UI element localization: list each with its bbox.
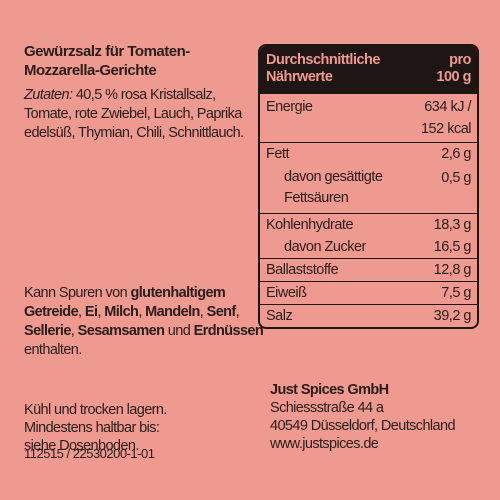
nutrient-value: 39,2 g xyxy=(433,305,472,327)
nutrient-value: 7,5 g xyxy=(441,282,471,304)
ingredients-text: Zutaten: 40,5 % rosa Kristallsalz, Tomat… xyxy=(24,86,264,143)
nutrient-value-line: 7,5 g xyxy=(441,285,471,301)
storage-instructions: Kühl und trocken lagern. Mindestens halt… xyxy=(24,401,264,455)
allergen-name: Ei xyxy=(84,304,98,320)
nutrient-label: Kohlenhydrate xyxy=(266,214,354,236)
nutrition-row: davon gesättigte Fettsäuren 0,5 g xyxy=(260,165,477,213)
ingredients-label: Zutaten: xyxy=(24,87,73,103)
storage-line-3: siehe Dosenboden. xyxy=(24,438,139,454)
nutrient-label-line: davon Zucker xyxy=(284,239,366,255)
allergen-text: Kann Spuren von xyxy=(24,285,131,301)
nutrition-row: Ballaststoffe 12,8 g xyxy=(260,258,477,281)
nutrient-label: Eiweiß xyxy=(266,282,307,304)
nutrient-value-line: 39,2 g xyxy=(433,308,472,324)
nutrient-label-line: Eiweiß xyxy=(266,285,307,301)
allergen-text: und xyxy=(164,323,194,339)
nutrient-label: Ballaststoffe xyxy=(266,259,339,281)
nutrient-label-line: Fett xyxy=(266,146,289,162)
nutrient-label-line: davon gesättigte xyxy=(284,169,383,185)
company-website: www.justspices.de xyxy=(270,436,379,452)
nutrient-label-line: Fettsäuren xyxy=(284,190,349,206)
allergen-name: Senf xyxy=(206,304,237,320)
allergen-name: glutenhaltigem xyxy=(130,285,226,301)
allergen-text: , xyxy=(70,323,78,339)
nutrition-header-title-2: Nährwerte xyxy=(266,69,333,85)
nutrient-value-line: 634 kJ / xyxy=(424,99,471,115)
nutrient-label: davon gesättigte Fettsäuren xyxy=(284,167,383,211)
nutrient-label: Fett xyxy=(266,143,289,165)
nutrition-header-per-1: pro xyxy=(449,52,471,68)
nutrient-label: Energie xyxy=(266,96,313,140)
nutrient-label-line: Kohlenhydrate xyxy=(266,217,354,233)
nutrient-value: 2,6 g xyxy=(441,143,471,165)
nutrient-value-line: 152 kcal xyxy=(420,121,472,137)
allergen-text: , xyxy=(138,304,146,320)
nutrient-label-line: Salz xyxy=(266,308,293,324)
nutrient-value-line: 12,8 g xyxy=(433,262,472,278)
nutrient-value: 634 kJ / 152 kcal xyxy=(420,96,472,140)
product-title-line-1: Gewürzsalz für Tomaten- xyxy=(24,43,190,60)
nutrient-value: 16,5 g xyxy=(433,236,472,258)
nutrition-row: davon Zucker 16,5 g xyxy=(260,236,477,258)
allergen-name: Getreide xyxy=(24,304,79,320)
nutrition-rows: Energie 634 kJ / 152 kcal Fett 2,6 g davon g… xyxy=(260,94,477,327)
company-street: Schiessstraße 44 a xyxy=(270,400,384,416)
nutrient-label-line: Energie xyxy=(266,99,313,115)
nutrition-row: Energie 634 kJ / 152 kcal xyxy=(260,94,477,142)
nutrient-value: 18,3 g xyxy=(433,214,472,236)
ingredients-line-3: edelsüß, Thymian, Chili, Schnittlauch. xyxy=(24,125,244,141)
company-address: Just Spices GmbH Schiessstraße 44 a 4054… xyxy=(270,381,490,453)
nutrition-table: Durchschnittliche Nährwerte pro 100 g En… xyxy=(258,44,479,329)
nutrient-value: 0,5 g xyxy=(441,167,471,211)
storage-line-1: Kühl und trocken lagern. xyxy=(24,402,167,418)
allergen-notice: Kann Spuren von glutenhaltigem Getreide,… xyxy=(24,284,264,360)
product-title-line-2: Mozzarella-Gerichte xyxy=(24,62,157,79)
nutrient-value-line: 18,3 g xyxy=(433,217,472,233)
batch-code: 112515 / 22530200-1-01 xyxy=(24,446,155,461)
allergen-text: , xyxy=(97,304,105,320)
nutrition-row: Salz 39,2 g xyxy=(260,304,477,327)
nutrition-header-per-2: 100 g xyxy=(436,69,471,85)
allergen-name: Milch xyxy=(104,304,139,320)
storage-line-2: Mindestens haltbar bis: xyxy=(24,420,160,436)
nutrient-value-line xyxy=(441,189,471,211)
nutrition-row: Eiweiß 7,5 g xyxy=(260,281,477,304)
nutrition-header-title-1: Durchschnittliche xyxy=(266,52,380,68)
allergen-name: Sesamsamen xyxy=(77,323,165,339)
allergen-name: Erdnüssen xyxy=(193,323,264,339)
company-name: Just Spices GmbH xyxy=(270,382,389,398)
nutrition-row: Fett 2,6 g xyxy=(260,142,477,165)
product-title: Gewürzsalz für Tomaten- Mozzarella-Geric… xyxy=(24,42,264,80)
nutrient-value-line: 16,5 g xyxy=(433,239,472,255)
ingredients-line-2: Tomate, rote Zwiebel, Lauch, Paprika xyxy=(24,106,242,122)
allergen-text: enthalten. xyxy=(24,342,82,358)
allergen-name: Mandeln xyxy=(145,304,200,320)
nutrition-row: Kohlenhydrate 18,3 g xyxy=(260,213,477,236)
allergen-text: , xyxy=(235,304,240,320)
nutrient-label: Salz xyxy=(266,305,293,327)
nutrient-label-line xyxy=(266,118,312,140)
nutrient-value: 12,8 g xyxy=(433,259,472,281)
nutrient-value-line: 0,5 g xyxy=(441,170,471,186)
company-city: 40549 Düsseldorf, Deutschland xyxy=(270,418,456,434)
allergen-text: , xyxy=(78,304,85,320)
nutrient-value-line: 2,6 g xyxy=(441,146,471,162)
allergen-text: , xyxy=(199,304,207,320)
ingredients-line-1: 40,5 % rosa Kristallsalz, xyxy=(72,87,216,103)
nutrient-label-line: Ballaststoffe xyxy=(266,262,339,278)
nutrition-header: Durchschnittliche Nährwerte pro 100 g xyxy=(260,46,477,94)
nutrient-label: davon Zucker xyxy=(284,236,366,258)
allergen-name: Sellerie xyxy=(24,323,71,339)
